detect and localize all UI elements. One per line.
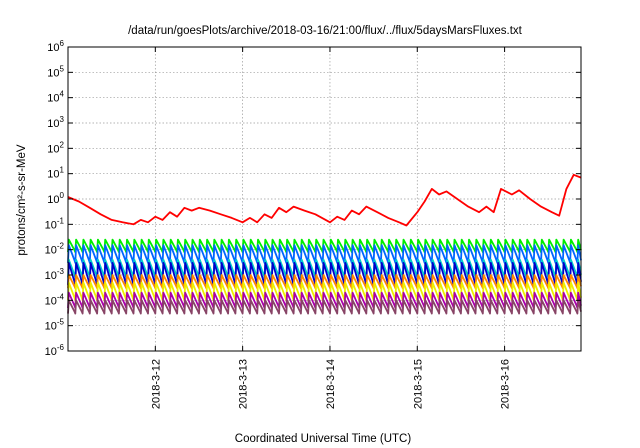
x-tick-label: 2018-3-16 — [500, 359, 512, 409]
y-tick-label: 101 — [47, 166, 64, 181]
y-axis-label: protons/cm²-s-sr-MeV — [16, 144, 28, 256]
series-line-9 — [67, 299, 582, 315]
x-tick-label: 2018-3-14 — [325, 359, 337, 409]
y-tick-label: 102 — [47, 140, 64, 155]
x-tick-label: 2018-3-13 — [238, 359, 250, 409]
series-layer — [67, 173, 582, 315]
y-tick-label: 10-6 — [45, 343, 65, 358]
y-tick-label: 10-1 — [45, 216, 65, 231]
y-tick-label: 106 — [47, 39, 64, 54]
x-tick-label: 2018-3-12 — [150, 359, 162, 409]
chart-title: /data/run/goesPlots/archive/2018-03-16/2… — [128, 25, 523, 37]
ticks — [68, 46, 581, 352]
y-tick-label: 10-5 — [45, 318, 65, 333]
series-line-3 — [67, 244, 582, 264]
series-line-1 — [67, 173, 582, 227]
y-tick-label: 103 — [47, 115, 64, 130]
x-axis-label: Coordinated Universal Time (UTC) — [235, 433, 412, 445]
x-tick-labels: 2018-3-12 2018-3-13 2018-3-14 2018-3-15 2018… — [150, 359, 511, 409]
y-tick-label: 104 — [47, 90, 64, 105]
y-tick-label: 100 — [47, 191, 64, 206]
y-tick-label: 10-2 — [45, 242, 65, 257]
y-tick-label: 10-4 — [45, 292, 65, 307]
y-tick-label: 105 — [47, 64, 64, 79]
y-tick-label: 10-3 — [45, 267, 65, 282]
x-tick-label: 2018-3-15 — [412, 359, 424, 409]
y-tick-labels: 106 105 104 103 102 101 100 10-1 10-2 10-3 10-4 10-… — [45, 39, 65, 358]
